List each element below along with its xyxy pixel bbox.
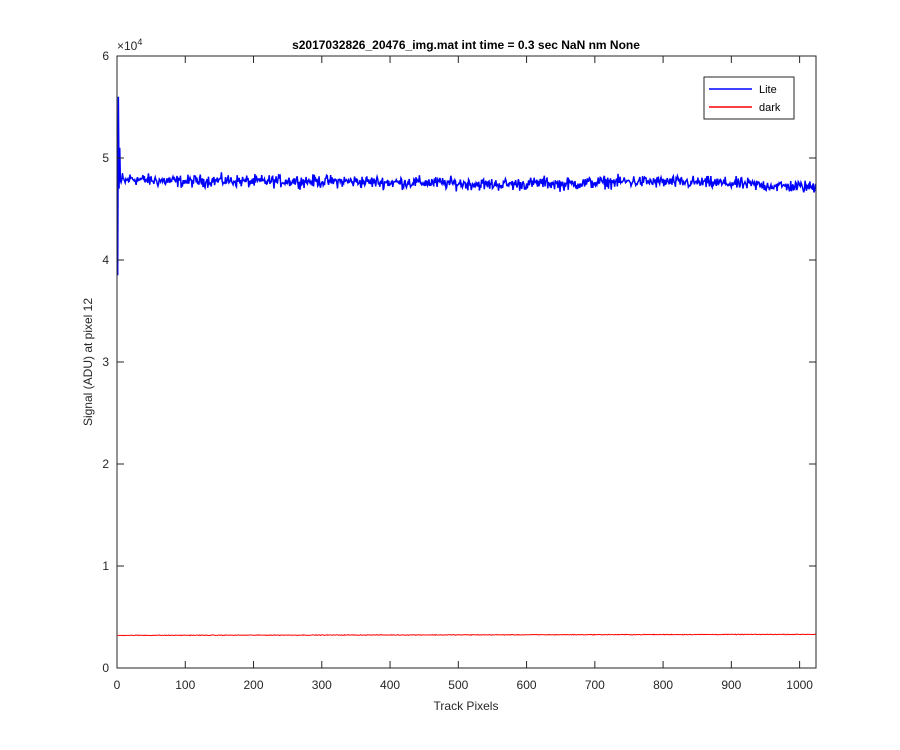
y-axis-label: Signal (ADU) at pixel 12 <box>81 298 95 426</box>
plot-area <box>117 56 816 668</box>
legend: Lite dark <box>703 76 795 120</box>
x-tick-label: 800 <box>653 678 673 692</box>
chart-title: s2017032826_20476_img.mat int time = 0.3… <box>292 38 640 52</box>
y-tick-label: 4 <box>102 253 109 267</box>
legend-label-Lite: Lite <box>759 84 777 96</box>
series-line-Lite <box>116 96 817 276</box>
y-tick-label: 3 <box>102 355 109 369</box>
series-group <box>116 96 817 637</box>
ticks-group: 0 100 200 300 400 500 600 700 800 900 1000 0 1 2 3 4 5 6 <box>102 49 816 692</box>
y-exponent-label: ×104 <box>117 37 142 53</box>
y-tick-label: 5 <box>102 151 109 165</box>
x-tick-label: 100 <box>175 678 195 692</box>
x-tick-label: 400 <box>380 678 400 692</box>
x-tick-label: 500 <box>448 678 468 692</box>
y-tick-label: 6 <box>102 49 109 63</box>
y-tick-label: 2 <box>102 457 109 471</box>
x-tick-label: 300 <box>312 678 332 692</box>
y-tick-label: 1 <box>102 559 109 573</box>
x-tick-label: 0 <box>114 678 121 692</box>
x-tick-label: 600 <box>517 678 537 692</box>
y-tick-label: 0 <box>102 661 109 675</box>
series-line-dark <box>117 633 817 637</box>
legend-box <box>703 76 795 120</box>
x-axis-label: Track Pixels <box>434 699 499 713</box>
legend-label-dark: dark <box>759 102 781 114</box>
x-tick-label: 1000 <box>786 678 813 692</box>
x-tick-label: 200 <box>244 678 264 692</box>
x-tick-label: 700 <box>585 678 605 692</box>
x-tick-label: 900 <box>721 678 741 692</box>
